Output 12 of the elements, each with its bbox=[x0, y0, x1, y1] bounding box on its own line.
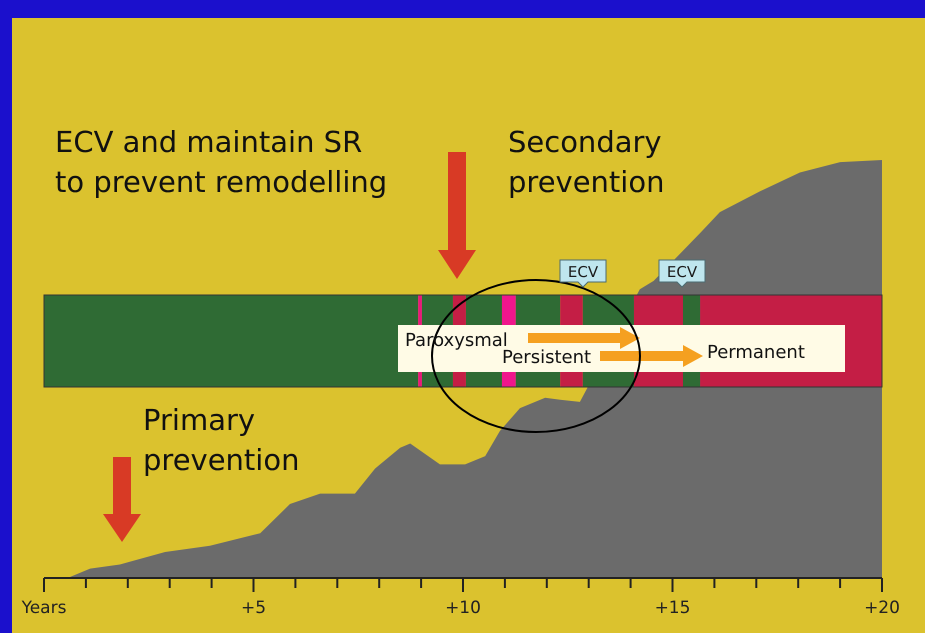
x-tick-label: +15 bbox=[654, 598, 690, 618]
annotation: Persistent bbox=[502, 347, 592, 368]
annotation: ECV bbox=[666, 263, 698, 281]
annotation: Secondary prevention bbox=[508, 125, 664, 200]
x-tick-label: Years bbox=[20, 598, 67, 618]
annotation: Permanent bbox=[707, 342, 805, 363]
x-tick-label: +20 bbox=[864, 598, 900, 618]
annotation: ECV and maintain SR to prevent remodelling bbox=[55, 125, 388, 200]
x-tick-label: +10 bbox=[445, 598, 481, 618]
x-tick-label: +5 bbox=[240, 598, 266, 618]
annotation: Primary prevention bbox=[143, 403, 300, 478]
annotation: ECV bbox=[568, 263, 599, 281]
